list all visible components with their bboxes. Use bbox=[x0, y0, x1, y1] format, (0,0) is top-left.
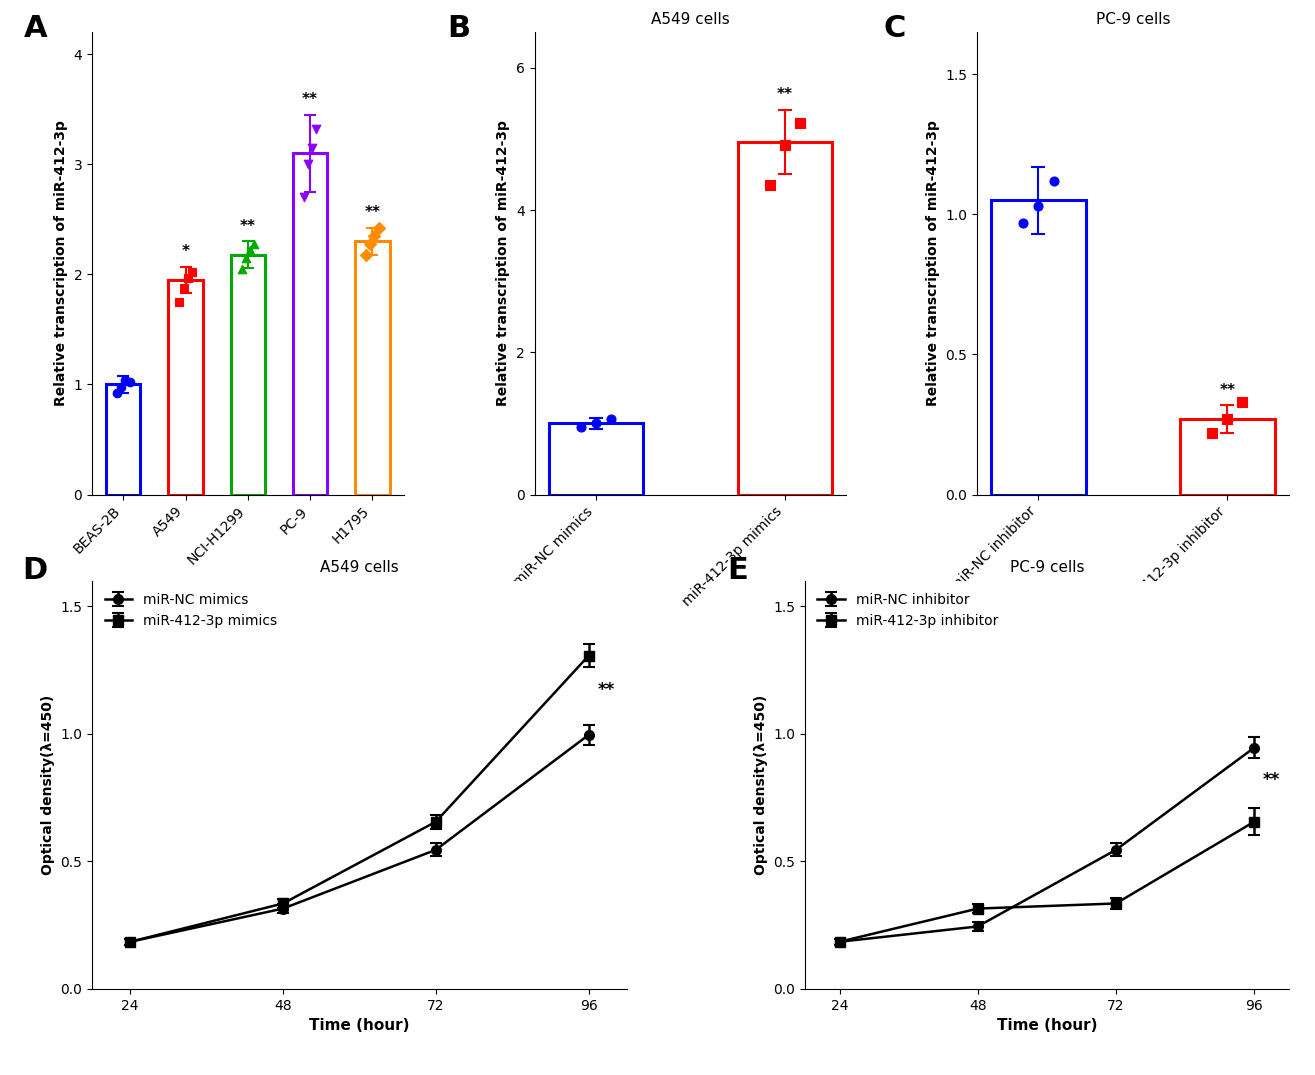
Point bbox=[1013, 214, 1034, 231]
Y-axis label: Relative transcription of miR-412-3p: Relative transcription of miR-412-3p bbox=[54, 120, 68, 406]
Y-axis label: Relative transcription of miR-412-3p: Relative transcription of miR-412-3p bbox=[926, 120, 940, 406]
Point bbox=[355, 246, 376, 263]
Bar bbox=[230, 255, 266, 494]
Bar bbox=[738, 143, 832, 494]
Point bbox=[301, 139, 322, 156]
Point bbox=[114, 372, 135, 389]
Bar bbox=[293, 154, 327, 495]
X-axis label: Time (hour): Time (hour) bbox=[309, 1018, 410, 1033]
Text: *: * bbox=[181, 244, 189, 259]
Text: A: A bbox=[24, 14, 47, 43]
Point bbox=[601, 411, 622, 428]
Text: **: ** bbox=[777, 87, 793, 102]
Point bbox=[306, 120, 327, 138]
Text: B: B bbox=[447, 14, 471, 43]
Point bbox=[571, 418, 592, 435]
Point bbox=[585, 415, 606, 432]
Title: PC-9 cells: PC-9 cells bbox=[1010, 560, 1084, 575]
Point bbox=[297, 156, 318, 173]
Text: **: ** bbox=[1219, 383, 1235, 398]
Point bbox=[775, 137, 796, 154]
Legend: miR-NC inhibitor, miR-412-3p inhibitor: miR-NC inhibitor, miR-412-3p inhibitor bbox=[811, 587, 1005, 633]
Point bbox=[110, 378, 132, 396]
Point bbox=[239, 242, 260, 259]
Text: **: ** bbox=[364, 205, 380, 220]
Text: E: E bbox=[727, 556, 748, 585]
Text: **: ** bbox=[302, 92, 318, 108]
Point bbox=[759, 176, 780, 194]
Bar bbox=[168, 280, 203, 494]
Bar bbox=[992, 200, 1086, 494]
Bar bbox=[355, 242, 389, 494]
Point bbox=[1028, 198, 1049, 215]
Text: **: ** bbox=[239, 218, 256, 233]
Point bbox=[178, 269, 199, 286]
Y-axis label: Optical density(λ=450): Optical density(λ=450) bbox=[753, 694, 768, 875]
Point bbox=[168, 293, 189, 311]
Point bbox=[1216, 411, 1237, 428]
Point bbox=[789, 115, 810, 132]
Point bbox=[364, 227, 385, 244]
Point bbox=[174, 280, 195, 297]
Point bbox=[120, 374, 141, 391]
Bar bbox=[107, 385, 141, 494]
Title: PC-9 cells: PC-9 cells bbox=[1095, 12, 1170, 27]
Y-axis label: Optical density(λ=450): Optical density(λ=450) bbox=[41, 694, 55, 875]
Point bbox=[243, 235, 264, 253]
Text: **: ** bbox=[1262, 771, 1279, 789]
Bar bbox=[1180, 419, 1274, 494]
Point bbox=[1232, 393, 1253, 411]
Point bbox=[181, 263, 203, 281]
Title: A549 cells: A549 cells bbox=[320, 560, 398, 575]
Point bbox=[231, 260, 252, 277]
Bar bbox=[548, 424, 643, 494]
Y-axis label: Relative transcription of miR-412-3p: Relative transcription of miR-412-3p bbox=[496, 120, 510, 406]
X-axis label: Time (hour): Time (hour) bbox=[997, 1018, 1097, 1033]
Point bbox=[368, 219, 389, 236]
Point bbox=[360, 235, 381, 253]
Point bbox=[1043, 172, 1064, 189]
Text: C: C bbox=[884, 14, 906, 43]
Point bbox=[107, 385, 128, 402]
Point bbox=[293, 189, 314, 206]
Point bbox=[1202, 425, 1223, 442]
Text: **: ** bbox=[598, 682, 615, 699]
Legend: miR-NC mimics, miR-412-3p mimics: miR-NC mimics, miR-412-3p mimics bbox=[99, 587, 283, 633]
Text: D: D bbox=[22, 556, 47, 585]
Point bbox=[235, 249, 256, 267]
Title: A549 cells: A549 cells bbox=[651, 12, 730, 27]
